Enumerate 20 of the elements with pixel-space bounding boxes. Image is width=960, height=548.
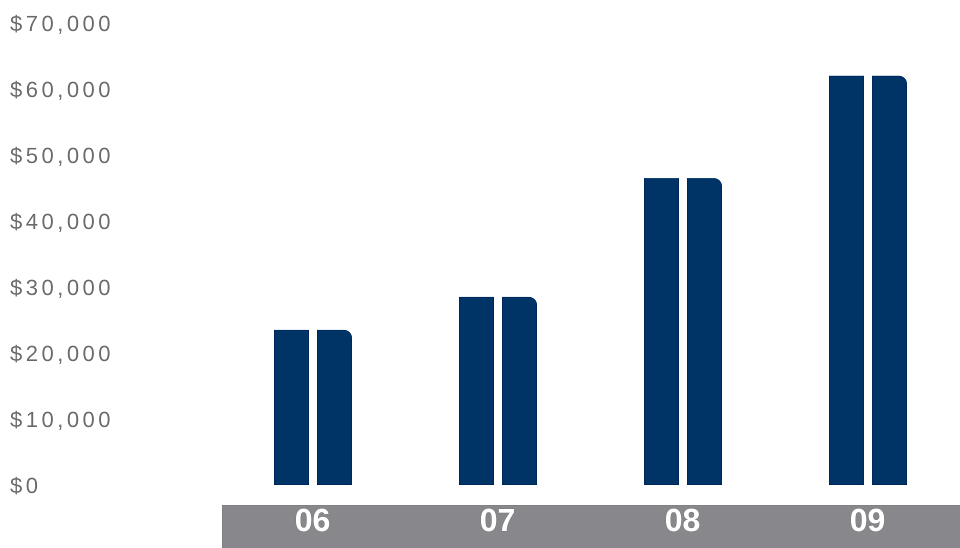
bar — [459, 296, 494, 485]
y-tick-label: $50,000 — [10, 143, 114, 168]
bar — [274, 330, 309, 485]
bar — [687, 178, 722, 485]
y-tick-label: $30,000 — [10, 275, 114, 300]
bar — [502, 296, 537, 485]
bar — [317, 330, 352, 485]
y-tick-label: $0 — [10, 473, 42, 498]
bar — [872, 76, 907, 485]
y-tick-label: $20,000 — [10, 341, 114, 366]
bar — [644, 178, 679, 485]
x-tick-label: 07 — [480, 502, 516, 538]
x-tick-label: 06 — [294, 502, 330, 538]
y-tick-label: $70,000 — [10, 11, 114, 36]
y-tick-label: $60,000 — [10, 77, 114, 102]
y-tick-label: $40,000 — [10, 209, 114, 234]
y-tick-label: $10,000 — [10, 407, 114, 432]
x-tick-label: 08 — [664, 502, 700, 538]
bar — [829, 76, 864, 485]
x-tick-label: 09 — [850, 502, 886, 538]
